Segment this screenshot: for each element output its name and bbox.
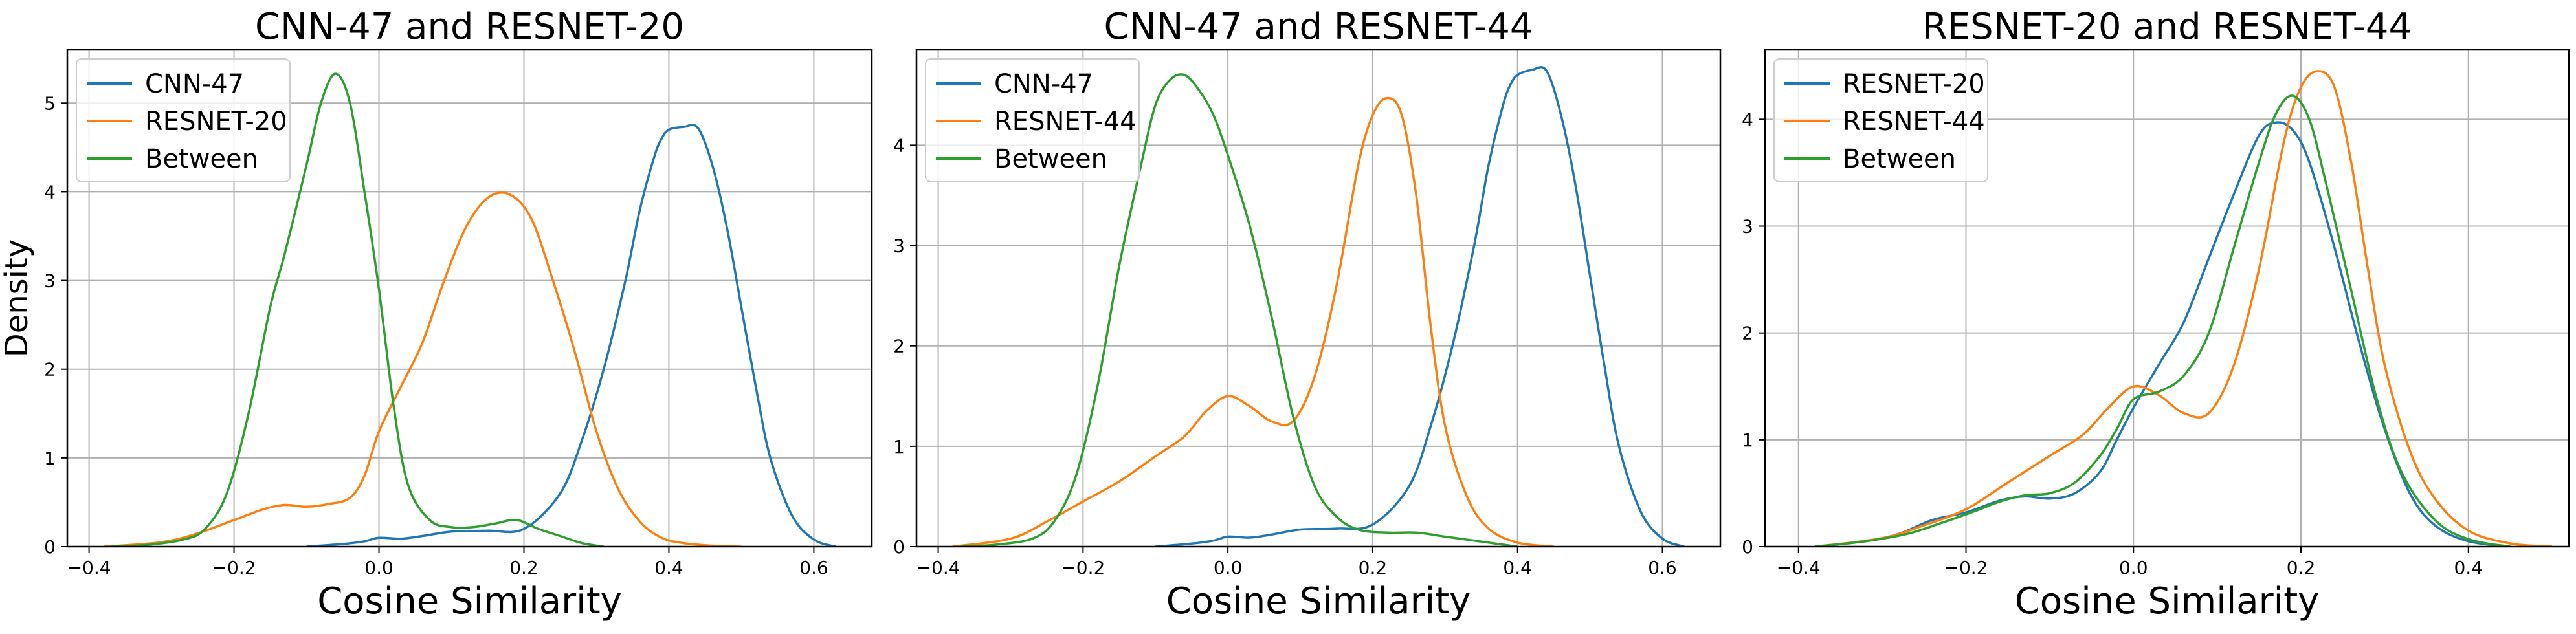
y-tick-label: 2 (44, 359, 56, 380)
y-tick-label: 0 (893, 536, 905, 558)
chart-panel-3: −0.4 −0.2 0.0 0.2 0.4 0 1 2 3 4 RESNET-20 and RESN… (1742, 6, 2570, 622)
x-tick-label: 0.0 (364, 557, 394, 578)
x-tick-label: −0.4 (916, 557, 960, 578)
y-tick-label: 1 (1742, 430, 1753, 451)
x-axis-label: Cosine Similarity (1166, 580, 1471, 622)
y-tick-label: 4 (44, 181, 56, 202)
y-tick-label: 1 (44, 448, 56, 469)
legend-label: RESNET-20 (1843, 69, 1985, 99)
y-tick-label: 1 (893, 436, 905, 457)
x-tick-label: 0.6 (1648, 557, 1677, 578)
series-line-cnn-47 (1155, 65, 1685, 547)
y-axis-label: Density (0, 239, 35, 357)
y-tick-label: 3 (44, 270, 56, 292)
y-tick-label: 3 (1742, 216, 1753, 237)
x-tick-label: −0.2 (212, 557, 256, 578)
chart-panel-1: −0.4 −0.2 0.0 0.2 0.4 0.6 0 1 2 3 4 5 CNN-47 and RES… (0, 6, 873, 622)
legend-label: CNN-47 (994, 69, 1093, 99)
x-tick-label: −0.4 (67, 557, 111, 578)
legend-label: CNN-47 (145, 69, 244, 99)
x-tick-label: 0.2 (2287, 557, 2316, 578)
x-tick-label: 0.4 (2454, 557, 2483, 578)
legend-label: Between (994, 144, 1107, 174)
axes-frame (915, 49, 1722, 548)
chart-title: CNN-47 and RESNET-44 (1104, 6, 1533, 48)
chart-title: CNN-47 and RESNET-20 (255, 6, 684, 48)
series-line-cnn-47 (306, 124, 836, 547)
legend-label: Between (145, 144, 258, 174)
x-tick-label: 0.4 (1503, 557, 1532, 578)
chart-title: RESNET-20 and RESNET-44 (1922, 6, 2412, 48)
legend-label: RESNET-44 (994, 107, 1137, 137)
legend-box (925, 58, 1140, 182)
axes-frame (66, 49, 873, 548)
y-tick-label: 0 (1742, 536, 1753, 558)
y-tick-label: 4 (893, 135, 905, 156)
series-line-resnet-20 (103, 191, 742, 547)
x-axis-label: Cosine Similarity (2015, 580, 2320, 622)
x-tick-label: 0.0 (2119, 557, 2148, 578)
x-tick-label: −0.4 (1777, 557, 1821, 578)
x-tick-label: 0.0 (1214, 557, 1243, 578)
series-line-between (1815, 94, 2511, 547)
y-tick-label: 5 (44, 93, 56, 114)
x-tick-label: 0.6 (799, 557, 828, 578)
y-tick-label: 2 (1742, 323, 1753, 344)
y-tick-label: 3 (893, 235, 905, 257)
series-line-between (111, 72, 604, 547)
legend-label: Between (1843, 144, 1956, 174)
axes-frame (1764, 49, 2570, 548)
series-line-resnet-44 (1815, 70, 2553, 547)
series-line-resnet-20 (1815, 121, 2511, 547)
legend-box (76, 58, 291, 182)
legend-box (1773, 58, 1988, 182)
x-axis-label: Cosine Similarity (317, 580, 622, 622)
legend: CNN-47 RESNET-20 Between (76, 58, 291, 182)
legend: CNN-47 RESNET-44 Between (925, 58, 1140, 182)
x-tick-label: −0.2 (1061, 557, 1105, 578)
x-tick-label: −0.2 (1944, 557, 1988, 578)
chart-panel-2: −0.4 −0.2 0.0 0.2 0.4 0.6 0 1 2 3 4 CNN-47 and RESN… (893, 6, 1722, 622)
legend-label: RESNET-44 (1843, 107, 1985, 137)
y-tick-label: 2 (893, 336, 905, 357)
x-tick-label: 0.4 (654, 557, 683, 578)
x-tick-label: 0.2 (1359, 557, 1388, 578)
y-tick-label: 0 (44, 536, 56, 558)
x-tick-label: 0.2 (509, 557, 539, 578)
legend-label: RESNET-20 (145, 107, 287, 137)
y-tick-label: 4 (1742, 109, 1753, 130)
series-line-resnet-44 (952, 96, 1554, 547)
legend: RESNET-20 RESNET-44 Between (1773, 58, 1988, 182)
series-line-between (960, 73, 1518, 547)
